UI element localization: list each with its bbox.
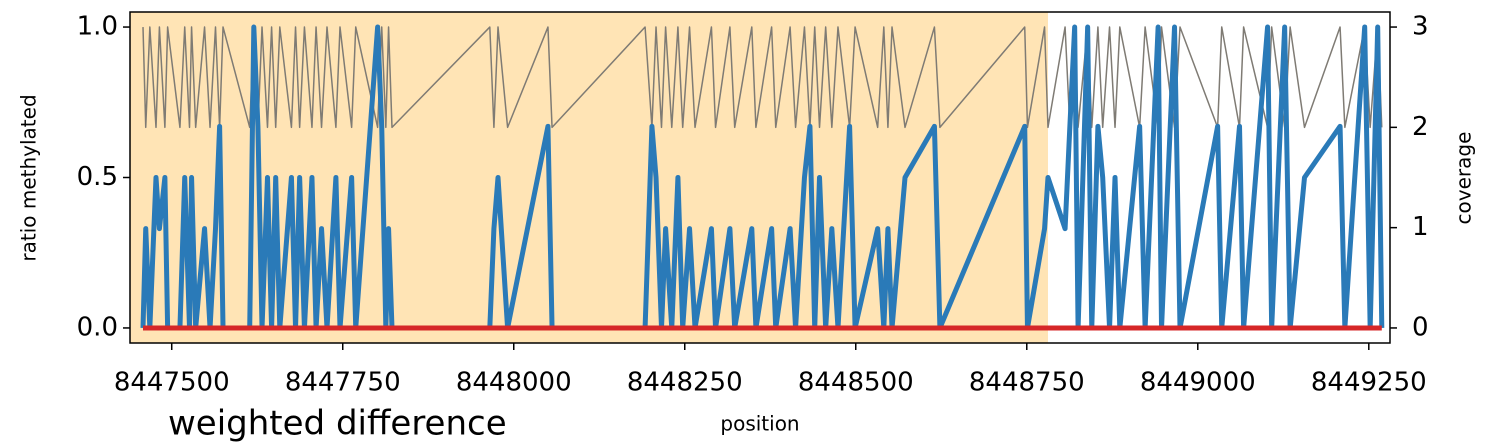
y-tick-label: 0.5 (77, 162, 118, 192)
y2-tick-label: 0 (1412, 312, 1429, 342)
x-tick-label: 8448500 (798, 368, 914, 398)
y2-tick-label: 1 (1412, 212, 1429, 242)
x-tick-label: 8448750 (969, 368, 1085, 398)
chart-title: weighted difference (168, 404, 507, 444)
series-line (142, 26, 1383, 129)
x-tick-label: 8447750 (285, 368, 401, 398)
series-line (140, 24, 1385, 331)
x-tick-label: 8447500 (114, 368, 230, 398)
y-tick-label: 0.0 (77, 312, 118, 342)
x-axis-label: position (720, 412, 799, 436)
y2-axis-label: coverage (1452, 132, 1476, 225)
y-tick-label: 1.0 (77, 12, 118, 42)
x-tick-label: 8449000 (1140, 368, 1256, 398)
x-tick-label: 8448250 (627, 368, 743, 398)
y-axis-label: ratio methylated (17, 94, 41, 261)
x-tick-label: 8449250 (1311, 368, 1427, 398)
y2-tick-label: 2 (1412, 112, 1429, 142)
x-tick-label: 8448000 (456, 368, 572, 398)
y2-tick-label: 3 (1412, 12, 1429, 42)
